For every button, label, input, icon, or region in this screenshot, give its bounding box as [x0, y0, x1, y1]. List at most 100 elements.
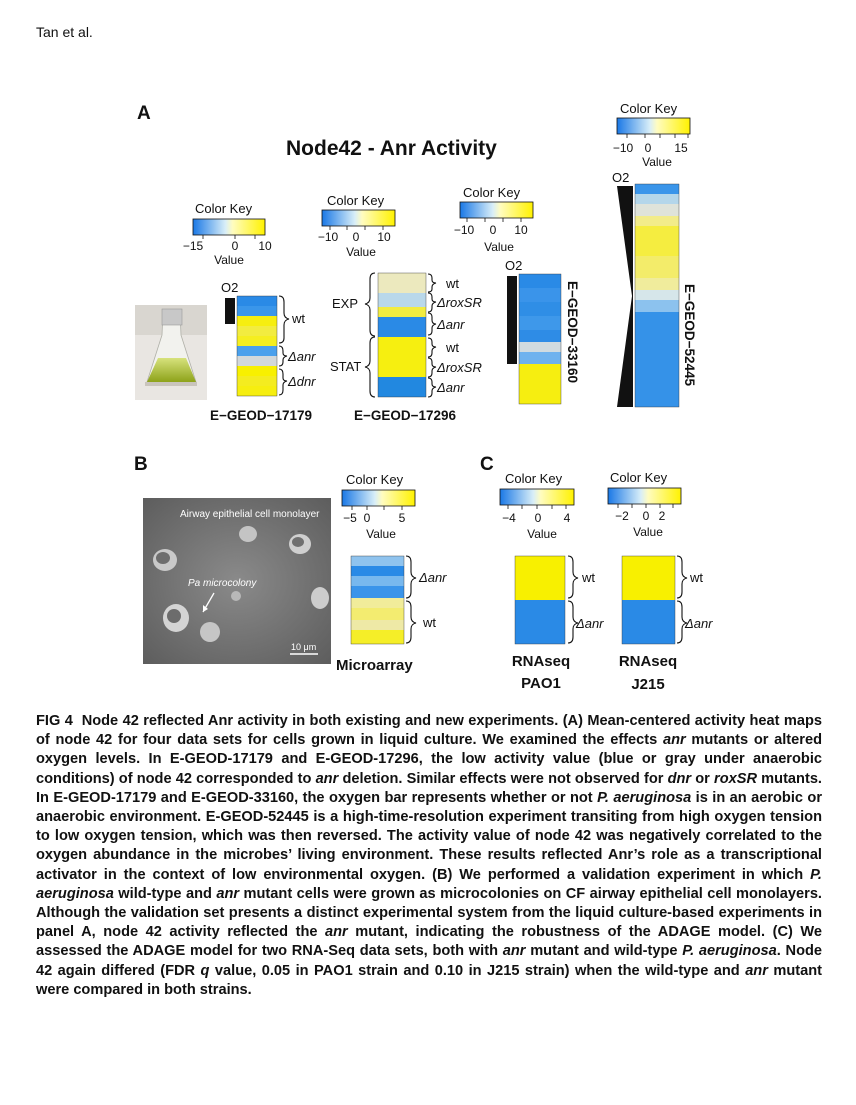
caption-text: or [691, 770, 715, 787]
key-tick: −4 [502, 511, 516, 525]
key-value-label: Value [633, 525, 663, 539]
key-tick: 0 [535, 511, 542, 525]
brace [427, 273, 437, 293]
dataset-label: E−GEOD−33160 [565, 281, 580, 383]
brace [278, 345, 288, 367]
key-tick: 4 [564, 511, 571, 525]
caption-text: is in an aerobic or anaerobic environmen… [36, 789, 822, 883]
caption-text: value, 0.05 in PAO1 strain and 0.10 in J… [209, 962, 746, 979]
color-key-bar [321, 209, 396, 227]
o2-label: O2 [505, 258, 522, 273]
caption-italic: roxSR [714, 770, 758, 787]
key-value-label: Value [366, 527, 396, 541]
group-label: wt [291, 311, 305, 326]
heatmap-e-geod-17296 [377, 272, 427, 398]
key-tick: −10 [454, 223, 475, 237]
group-label: wt [581, 570, 595, 585]
oxygen-gradient-wedge [617, 186, 633, 407]
caption-text: mutant and wild-type [525, 943, 683, 960]
key-tick: −2 [615, 509, 629, 523]
figure-number: FIG 4 [36, 713, 73, 729]
brace [567, 600, 579, 644]
color-key-title: Color Key [195, 201, 253, 216]
key-tick: 0 [364, 511, 371, 525]
color-key-ticks [351, 506, 403, 510]
dataset-label: Microarray [336, 657, 413, 674]
scale-bar-label: 10 μm [291, 642, 316, 652]
key-tick: 0 [490, 223, 497, 237]
caption-italic: anr [662, 732, 686, 749]
running-head: Tan et al. [36, 24, 93, 40]
panel-b-label: B [134, 454, 148, 475]
color-key-bar [616, 117, 691, 135]
brace [427, 357, 437, 378]
color-key-ticks [617, 504, 674, 508]
color-key-bar [192, 218, 266, 236]
group-label: Δanr [418, 570, 447, 585]
dataset-label: RNAseq [619, 653, 677, 670]
brace [427, 292, 437, 313]
caption-text: mutants or altered oxygen levels. In E-G… [36, 732, 822, 787]
key-tick: 15 [674, 141, 688, 155]
key-value-label: Value [642, 155, 672, 169]
key-tick: 0 [643, 509, 650, 523]
group-label: Δanr [436, 317, 465, 332]
caption-italic: P. aeruginosa [682, 943, 777, 960]
color-key-title: Color Key [610, 470, 668, 485]
dataset-label: E−GEOD−17179 [210, 408, 312, 423]
brace [278, 295, 290, 344]
key-value-label: Value [484, 240, 514, 254]
panel-c-label: C [480, 454, 494, 475]
caption-italic: anr [502, 943, 526, 960]
oxygen-bar [225, 298, 235, 324]
panel-a-label: A [137, 103, 151, 124]
heatmap-e-geod-33160 [518, 273, 562, 405]
brace [364, 336, 376, 398]
brace [405, 600, 417, 644]
heatmap-rnaseq-pao1 [514, 555, 566, 645]
dataset-label: E−GEOD−17296 [354, 408, 457, 423]
group-label: ΔroxSR [436, 295, 482, 310]
o2-label: O2 [221, 280, 238, 295]
caption-italic: anr [315, 770, 339, 787]
caption-italic: anr [325, 924, 348, 941]
color-key-ticks [466, 218, 522, 222]
key-tick: −15 [183, 239, 204, 253]
color-key-title: Color Key [463, 185, 521, 200]
caption-text: wild-type and [113, 885, 217, 902]
key-tick: 10 [377, 230, 391, 244]
caption-text: mutant were compared in both strains. [36, 962, 823, 998]
color-key-title: Color Key [346, 472, 404, 487]
color-key-bar [499, 488, 575, 506]
key-tick: 5 [399, 511, 406, 525]
caption-italic: anr [216, 885, 240, 902]
condition-label: EXP [332, 296, 358, 311]
flask-photo [135, 305, 207, 400]
color-key-ticks [202, 235, 256, 239]
heatmap-e-geod-52445 [634, 183, 680, 408]
brace [427, 312, 437, 336]
key-tick: −10 [613, 141, 634, 155]
group-label: Δdnr [287, 374, 316, 389]
figure-caption: FIG 4 Node 42 reflected Anr activity in … [36, 712, 822, 1000]
group-label: Δanr [287, 349, 316, 364]
key-tick: 0 [645, 141, 652, 155]
caption-text: mutant cells were grown as microcolonies… [36, 885, 822, 941]
key-tick: −5 [343, 511, 357, 525]
oxygen-bar [507, 276, 517, 364]
dataset-label: PAO1 [521, 675, 561, 692]
caption-text: deletion. Similar effects were not obser… [338, 770, 668, 787]
caption-text: Node 42 reflected Anr activity in both e… [36, 713, 823, 749]
key-tick: −10 [318, 230, 339, 244]
group-label: wt [689, 570, 703, 585]
key-value-label: Value [214, 253, 244, 267]
heatmap-rnaseq-j215 [621, 555, 676, 645]
group-label: wt [422, 615, 436, 630]
key-value-label: Value [527, 527, 557, 541]
color-key-ticks [626, 134, 689, 138]
brace [427, 377, 437, 398]
dataset-label: RNAseq [512, 653, 570, 670]
figure-4: A Node42 - Anr Activity Color Key −15 0 … [134, 101, 713, 693]
heatmap-e-geod-17179 [236, 295, 278, 397]
color-key-title: Color Key [620, 101, 678, 116]
